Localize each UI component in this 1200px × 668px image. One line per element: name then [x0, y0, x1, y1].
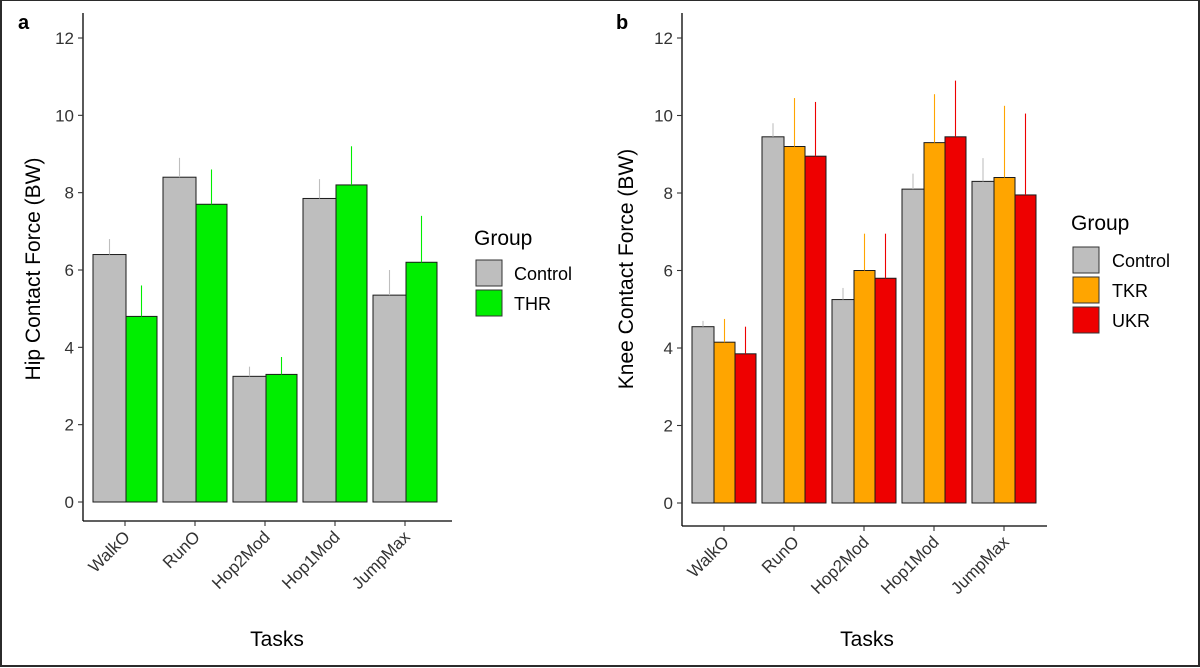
y-tick-label: 8 [664, 184, 673, 203]
x-tick-label: RunO [758, 532, 803, 577]
y-tick-label: 8 [65, 184, 74, 203]
bar-thr-walko [125, 315, 158, 503]
panel-a-legend-title: Group [474, 227, 532, 250]
bar-thr-hop1mod [335, 184, 368, 503]
x-tick-label: RunO [159, 527, 204, 572]
bar-ukr-jumpmax [1014, 194, 1037, 504]
panel-b: b Knee Contact Force (BW) Tasks 0 2 4 6 8 10 1… [615, 12, 1170, 651]
panel-a-legend-label-control: Control [514, 264, 572, 284]
x-tick-label: Hop2Mod [807, 532, 873, 598]
x-tick-label: WalkO [684, 532, 733, 581]
bar-thr-runo [195, 203, 228, 503]
y-tick-label: 6 [65, 261, 74, 280]
y-tick-label: 0 [664, 494, 673, 513]
panel-a-plot-area: 0 2 4 6 8 10 12 WalkO RunO Hop2Mod Hop1Mod JumpMax [55, 13, 452, 593]
panel-b-label: b [616, 12, 628, 34]
bar-control-runo [162, 176, 197, 503]
panel-b-legend: Group Control TKR UKR [1071, 212, 1170, 334]
y-tick-label: 2 [664, 417, 673, 436]
panel-a-x-axis-title: Tasks [250, 628, 304, 651]
y-tick-label: 10 [654, 107, 673, 126]
panel-a-legend-label-thr: THR [514, 294, 551, 314]
bar-control-hop1mod [302, 197, 337, 503]
bar-tkr-jumpmax [993, 177, 1016, 504]
x-tick-label: Hop1Mod [278, 527, 344, 593]
panel-b-legend-label-control: Control [1112, 251, 1170, 271]
panel-b-legend-title: Group [1071, 212, 1129, 235]
bar-control-hop2mod [831, 299, 855, 504]
panel-a-legend: Group Control THR [474, 227, 572, 317]
bar-thr-hop2mod [265, 373, 298, 503]
x-tick-label: Hop1Mod [877, 532, 943, 598]
y-tick-label: 6 [664, 262, 673, 281]
bar-thr-jumpmax [405, 261, 438, 503]
legend-swatch-control [475, 259, 503, 287]
x-tick-label: Hop2Mod [208, 527, 274, 593]
bar-ukr-runo [804, 155, 827, 504]
legend-swatch-ukr [1072, 306, 1100, 334]
bar-tkr-hop2mod [853, 270, 876, 504]
x-tick-label: WalkO [85, 527, 134, 576]
bar-control-jumpmax [971, 180, 995, 504]
panel-b-legend-label-ukr: UKR [1112, 311, 1150, 331]
panel-b-legend-label-tkr: TKR [1112, 281, 1148, 301]
panel-a-y-axis-title: Hip Contact Force (BW) [22, 158, 45, 381]
bar-control-walko [691, 326, 715, 504]
y-tick-label: 4 [65, 338, 74, 357]
y-tick-label: 0 [65, 493, 74, 512]
y-tick-label: 4 [664, 339, 673, 358]
bar-ukr-walko [734, 353, 757, 504]
bar-control-runo [761, 136, 785, 504]
legend-swatch-thr [475, 289, 503, 317]
panel-b-plot-area: 0 2 4 6 8 10 12 WalkO RunO Hop2Mod Hop1Mod JumpMax [654, 13, 1047, 598]
panel-b-y-axis-title: Knee Contact Force (BW) [615, 149, 638, 389]
bar-ukr-hop2mod [874, 277, 897, 504]
bar-ukr-hop1mod [944, 136, 967, 504]
bar-control-jumpmax [372, 294, 407, 503]
bar-control-hop2mod [232, 375, 267, 503]
bar-control-hop1mod [901, 188, 925, 504]
bar-tkr-hop1mod [923, 142, 946, 504]
y-tick-label: 12 [55, 29, 74, 48]
legend-swatch-control [1072, 246, 1100, 274]
bar-tkr-walko [713, 341, 736, 504]
y-tick-label: 12 [654, 29, 673, 48]
bar-control-walko [92, 254, 127, 503]
panel-a: a Hip Contact Force (BW) Tasks 0 2 4 6 8 10 12… [18, 12, 572, 651]
legend-swatch-tkr [1072, 276, 1100, 304]
panel-a-label: a [18, 12, 30, 34]
y-tick-label: 10 [55, 106, 74, 125]
x-tick-label: JumpMax [947, 532, 1013, 598]
x-tick-label: JumpMax [348, 527, 414, 593]
panel-b-x-axis-title: Tasks [840, 628, 894, 651]
y-tick-label: 2 [65, 416, 74, 435]
bar-tkr-runo [783, 146, 806, 504]
